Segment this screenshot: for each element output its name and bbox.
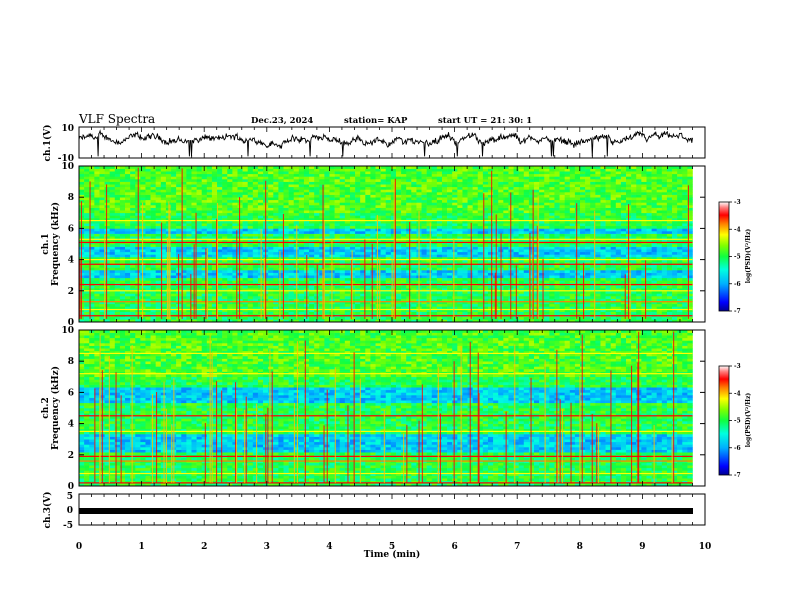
ch2-colorbar: -3 -4 -5 -6 -7 log(PSD)(V²/Hz) (718, 363, 752, 479)
ch3-wave-ytick-bottom: -5 (63, 521, 73, 531)
cb1-ticks-tick: -6 (734, 281, 741, 288)
cb1-ticks-tick: -4 (734, 226, 741, 233)
time-axis: 0 1 2 3 4 5 6 7 8 9 10 (76, 127, 711, 552)
x-tick-label: 2 (201, 542, 207, 552)
x-tick-label: 0 (76, 542, 82, 552)
cb1-ticks-tick: -7 (734, 308, 741, 315)
spec2-ytick: 10 (61, 326, 74, 336)
ch1-wave-ytick-top: 10 (61, 124, 74, 134)
spec2-ytick: 2 (68, 451, 74, 461)
ch2-spec-ylabel-channel: ch.2 (41, 397, 51, 418)
ch2-colorbar-label: log(PSD)(V²/Hz) (745, 393, 752, 448)
ch1-waveform-line (78, 129, 693, 157)
spec1-ytick: 2 (68, 287, 74, 297)
ch1-colorbar-label: log(PSD)(V²/Hz) (745, 229, 752, 284)
ch3-wave-ytick-mid: 0 (67, 506, 73, 516)
x-tick-label: 7 (514, 542, 520, 552)
spec2-ytick: 0 (68, 482, 74, 492)
ch3-wave-ylabel: ch.3(V) (42, 492, 53, 529)
ch1-wave-ylabel: ch.1(V) (42, 125, 53, 162)
spec2-ytick: 8 (68, 357, 74, 367)
ch1-spec-ylabel-frequency: Frequency (kHz) (50, 202, 61, 286)
spec1-ytick: 10 (61, 162, 74, 172)
start-time-label: start UT = 21: 30: 1 (438, 116, 532, 126)
x-tick-label: 10 (699, 542, 712, 552)
cb2-ticks-tick: -6 (734, 445, 741, 452)
cb1-ticks-tick: -5 (734, 254, 741, 261)
ch3-waveform-trace (79, 508, 693, 514)
cb1-ticks-tick: -3 (734, 199, 741, 206)
x-tick-label: 1 (138, 542, 144, 552)
spec1-ytick: 6 (68, 224, 74, 234)
cb2-ticks-tick: -5 (734, 418, 741, 425)
ch1-spectrogram-panel: 0 2 4 6 8 10 ch.1 Frequency (kHz) (41, 162, 706, 328)
ch2-spec-ylabel-frequency: Frequency (kHz) (50, 366, 61, 450)
spec2-ytick: 6 (68, 388, 74, 398)
cb2-ticks-tick: -3 (734, 363, 741, 370)
ch3-wave-ytick-top: 5 (67, 492, 73, 502)
cb2-ticks-tick: -4 (734, 390, 741, 397)
ch1-spec-ylabel-channel: ch.1 (41, 233, 51, 254)
figure-title: VLF Spectra (78, 112, 155, 126)
spec1-ytick: 4 (68, 256, 74, 266)
x-tick-label: 9 (639, 542, 645, 552)
x-tick-label: 3 (264, 542, 270, 552)
x-tick-label: 8 (577, 542, 583, 552)
ch1-colorbar: -3 -4 -5 -6 -7 log(PSD)(V²/Hz) (718, 199, 752, 315)
ch2-spectrogram-heatmap (79, 330, 705, 487)
x-tick-label: 4 (326, 542, 332, 552)
ch2-spectrogram-panel: 0 2 4 6 8 10 ch.2 Frequency (kHz) (41, 326, 706, 492)
x-tick-label: 5 (389, 542, 395, 552)
spec1-ytick: 0 (68, 318, 74, 328)
station-label: station= KAP (344, 116, 408, 126)
date-label: Dec.23, 2024 (251, 116, 313, 126)
ch1-wave-ytick-bottom: -10 (58, 154, 74, 164)
spec1-ytick: 8 (68, 193, 74, 203)
x-tick-label: 6 (451, 542, 457, 552)
ch1-spectrogram-heatmap (79, 166, 705, 323)
spec2-ytick: 4 (68, 420, 74, 430)
cb2-ticks-tick: -7 (734, 472, 741, 479)
x-axis-label: Time (min) (364, 549, 421, 560)
